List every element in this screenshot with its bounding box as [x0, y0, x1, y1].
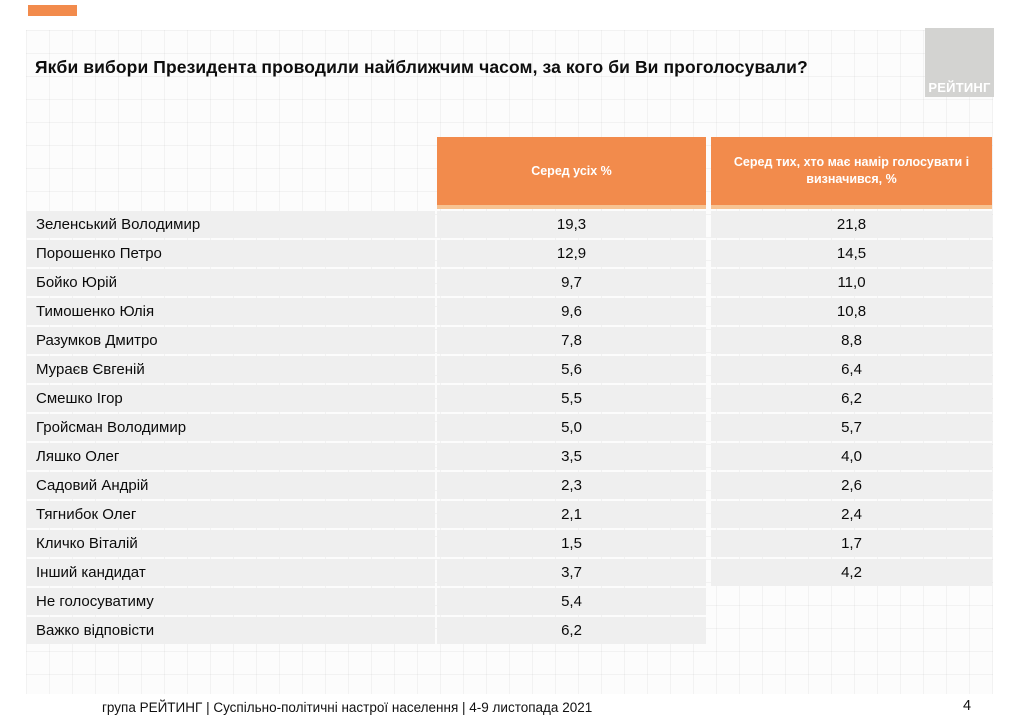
percent-decided-cell: 8,8	[711, 327, 992, 354]
table-row: Зеленський Володимир 19,3 21,8	[26, 211, 993, 238]
rating-logo-text: РЕЙТИНГ	[928, 80, 991, 95]
percent-all-cell: 5,4	[437, 588, 706, 615]
percent-all-cell: 5,0	[437, 414, 706, 441]
table-row: Садовий Андрій 2,3 2,6	[26, 472, 993, 499]
percent-all-cell: 9,7	[437, 269, 706, 296]
percent-all-cell: 1,5	[437, 530, 706, 557]
percent-decided-cell: 2,6	[711, 472, 992, 499]
percent-all-cell: 2,3	[437, 472, 706, 499]
candidate-name-cell: Тимошенко Юлія	[26, 298, 435, 325]
percent-decided-cell: 14,5	[711, 240, 992, 267]
table-row: Інший кандидат 3,7 4,2	[26, 559, 993, 586]
candidate-name-cell: Мураєв Євгеній	[26, 356, 435, 383]
table-row: Не голосуватиму 5,4	[26, 588, 993, 615]
top-accent-bar	[28, 5, 77, 16]
footer-source-text: група РЕЙТИНГ | Суспільно-політичні наст…	[102, 700, 593, 715]
content-card: Якби вибори Президента проводили найближ…	[26, 30, 993, 694]
candidate-name-cell: Зеленський Володимир	[26, 211, 435, 238]
table-row: Бойко Юрій 9,7 11,0	[26, 269, 993, 296]
percent-all-cell: 3,5	[437, 443, 706, 470]
table-row: Гройсман Володимир 5,0 5,7	[26, 414, 993, 441]
percent-decided-cell: 4,0	[711, 443, 992, 470]
percent-all-cell: 7,8	[437, 327, 706, 354]
table-row: Тимошенко Юлія 9,6 10,8	[26, 298, 993, 325]
candidate-name-cell: Інший кандидат	[26, 559, 435, 586]
rating-logo: РЕЙТИНГ	[925, 28, 994, 97]
table-row: Важко відповісти 6,2	[26, 617, 993, 644]
percent-all-cell: 5,6	[437, 356, 706, 383]
candidate-name-cell: Кличко Віталій	[26, 530, 435, 557]
percent-decided-cell: 11,0	[711, 269, 992, 296]
table-row: Ляшко Олег 3,5 4,0	[26, 443, 993, 470]
percent-decided-cell: 1,7	[711, 530, 992, 557]
percent-decided-cell: 10,8	[711, 298, 992, 325]
column-header-decided: Серед тих, хто має намір голосувати і ви…	[711, 137, 992, 209]
percent-all-cell: 3,7	[437, 559, 706, 586]
table-rows: Зеленський Володимир 19,3 21,8 Порошенко…	[26, 211, 993, 646]
percent-all-cell: 12,9	[437, 240, 706, 267]
table-row: Смешко Ігор 5,5 6,2	[26, 385, 993, 412]
percent-all-cell: 19,3	[437, 211, 706, 238]
percent-decided-cell: 6,4	[711, 356, 992, 383]
table-row: Кличко Віталій 1,5 1,7	[26, 530, 993, 557]
candidate-name-cell: Тягнибок Олег	[26, 501, 435, 528]
candidate-name-cell: Не голосуватиму	[26, 588, 435, 615]
percent-all-cell: 6,2	[437, 617, 706, 644]
percent-decided-cell: 21,8	[711, 211, 992, 238]
candidate-name-cell: Важко відповісти	[26, 617, 435, 644]
candidate-name-cell: Разумков Дмитро	[26, 327, 435, 354]
candidate-name-cell: Бойко Юрій	[26, 269, 435, 296]
table-row: Тягнибок Олег 2,1 2,4	[26, 501, 993, 528]
candidate-name-cell: Ляшко Олег	[26, 443, 435, 470]
candidate-name-cell: Порошенко Петро	[26, 240, 435, 267]
page-number: 4	[963, 698, 972, 714]
page-title: Якби вибори Президента проводили найближ…	[35, 57, 808, 77]
candidate-name-cell: Смешко Ігор	[26, 385, 435, 412]
candidate-name-cell: Гройсман Володимир	[26, 414, 435, 441]
percent-decided-cell: 4,2	[711, 559, 992, 586]
candidate-name-cell: Садовий Андрій	[26, 472, 435, 499]
table-row: Разумков Дмитро 7,8 8,8	[26, 327, 993, 354]
percent-decided-cell: 5,7	[711, 414, 992, 441]
percent-all-cell: 5,5	[437, 385, 706, 412]
table-row: Порошенко Петро 12,9 14,5	[26, 240, 993, 267]
percent-decided-cell	[711, 617, 992, 644]
percent-all-cell: 9,6	[437, 298, 706, 325]
table-row: Мураєв Євгеній 5,6 6,4	[26, 356, 993, 383]
percent-decided-cell: 6,2	[711, 385, 992, 412]
percent-decided-cell	[711, 588, 992, 615]
column-header-all: Серед усіх %	[437, 137, 706, 209]
percent-decided-cell: 2,4	[711, 501, 992, 528]
percent-all-cell: 2,1	[437, 501, 706, 528]
